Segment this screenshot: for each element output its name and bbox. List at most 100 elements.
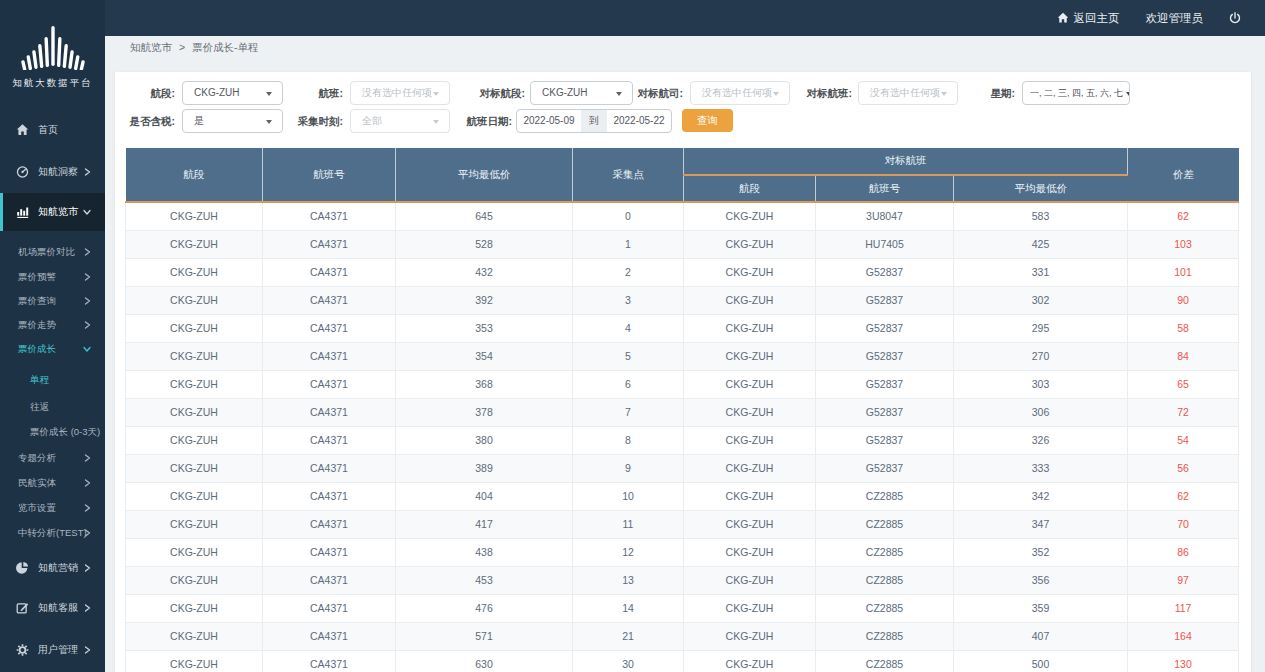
- query-button[interactable]: 查询: [682, 109, 733, 132]
- sidebar-item-price-growth[interactable]: 票价成长: [0, 337, 105, 361]
- sidebar-item-market-settings[interactable]: 览市设置: [0, 496, 105, 520]
- table-row: CKG-ZUHCA43716450CKG-ZUH3U804758362: [126, 202, 1239, 230]
- weekday-select[interactable]: 一, 二, 三, 四, 五, 六, 七: [1022, 81, 1130, 105]
- table-cell: 417: [396, 510, 573, 538]
- content-card: 航段: CKG-ZUH 航班: 没有选中任何项 对标航段: CKG-ZUH 对标…: [115, 72, 1251, 672]
- welcome-admin[interactable]: 欢迎管理员: [1146, 11, 1204, 26]
- sidebar-item-customer-service[interactable]: 知航客服: [0, 596, 105, 620]
- table-cell: CKG-ZUH: [684, 286, 816, 314]
- sidebar-item-marketing[interactable]: 知航营销: [0, 556, 105, 580]
- table-cell: CKG-ZUH: [126, 202, 263, 230]
- table-cell: 354: [396, 342, 573, 370]
- table-cell: 425: [954, 230, 1128, 258]
- table-cell: 5: [573, 342, 684, 370]
- caret-icon: [941, 92, 947, 96]
- table-cell: 4: [573, 314, 684, 342]
- chevron-right-icon: [83, 168, 91, 176]
- flight-select[interactable]: 没有选中任何项: [350, 81, 450, 105]
- table-cell: CKG-ZUH: [126, 650, 263, 672]
- table-cell: 378: [396, 398, 573, 426]
- table-cell: CA4371: [263, 258, 396, 286]
- sidebar-item-topic-analysis[interactable]: 专题分析: [0, 446, 105, 470]
- edit-icon: [16, 602, 29, 615]
- table-cell: 571: [396, 622, 573, 650]
- sidebar: 知航大数据平台 首页知航洞察知航览市机场票价对比票价预警票价查询票价走势票价成长…: [0, 0, 105, 672]
- sidebar-item-price-growth-0-3[interactable]: 票价成长 (0-3天): [0, 420, 105, 444]
- table-cell: 270: [954, 342, 1128, 370]
- segment-select[interactable]: CKG-ZUH: [182, 81, 283, 105]
- table-cell: CKG-ZUH: [126, 622, 263, 650]
- sidebar-item-label: 票价成长: [18, 343, 56, 356]
- return-home-link[interactable]: 返回主页: [1057, 11, 1120, 26]
- collect-time-label: 采集时刻:: [283, 109, 343, 133]
- date-from-input[interactable]: 2022-05-09: [517, 110, 581, 132]
- table-cell: 389: [396, 454, 573, 482]
- table-cell: CZ2885: [816, 510, 954, 538]
- chevron-right-icon: [83, 604, 91, 612]
- sidebar-item-round-trip[interactable]: 往返: [0, 395, 105, 419]
- segment-label: 航段:: [115, 81, 175, 105]
- table-cell: 630: [396, 650, 573, 672]
- chevron-down-icon: [83, 208, 91, 216]
- sidebar-item-label: 用户管理: [38, 643, 78, 657]
- bench-flight-select[interactable]: 没有选中任何项: [858, 81, 958, 105]
- caret-icon: [433, 92, 439, 96]
- table-cell: 0: [573, 202, 684, 230]
- chevron-right-icon: [83, 454, 91, 462]
- sidebar-item-price-trend[interactable]: 票价走势: [0, 313, 105, 337]
- table-cell: 3U8047: [816, 202, 954, 230]
- sidebar-item-user-management[interactable]: 用户管理: [0, 638, 105, 662]
- table-cell: CA4371: [263, 454, 396, 482]
- table-cell: 352: [954, 538, 1128, 566]
- table-cell: 21: [573, 622, 684, 650]
- table-cell: CKG-ZUH: [126, 538, 263, 566]
- table-cell: CKG-ZUH: [684, 202, 816, 230]
- flight-date-range[interactable]: 2022-05-09 到 2022-05-22: [516, 109, 672, 133]
- table-cell: CKG-ZUH: [684, 622, 816, 650]
- chevron-right-icon: [83, 248, 91, 256]
- tax-included-label: 是否含税:: [115, 109, 175, 133]
- sidebar-item-insight[interactable]: 知航洞察: [0, 160, 105, 184]
- power-icon: [1229, 12, 1241, 24]
- table-cell: 9: [573, 454, 684, 482]
- sidebar-item-price-alert[interactable]: 票价预警: [0, 265, 105, 289]
- breadcrumb-section[interactable]: 知航览市: [130, 41, 172, 53]
- logout-button[interactable]: [1229, 12, 1241, 24]
- table-cell: G52837: [816, 342, 954, 370]
- sidebar-item-one-way[interactable]: 单程: [0, 368, 105, 392]
- table-cell: CZ2885: [816, 650, 954, 672]
- table-cell: 62: [1128, 482, 1239, 510]
- sidebar-item-transfer-analysis-test[interactable]: 中转分析(TEST): [0, 521, 105, 545]
- table-cell: 8: [573, 426, 684, 454]
- sidebar-item-price-query[interactable]: 票价查询: [0, 289, 105, 313]
- sidebar-item-label: 票价预警: [18, 271, 56, 284]
- flight-date-label: 航班日期:: [442, 109, 512, 133]
- tax-included-select[interactable]: 是: [182, 109, 283, 133]
- chart-icon: [16, 206, 29, 219]
- collect-time-select[interactable]: 全部: [350, 109, 450, 133]
- topbar: 返回主页 欢迎管理员: [105, 0, 1265, 36]
- date-to-input[interactable]: 2022-05-22: [607, 110, 671, 132]
- table-cell: CKG-ZUH: [684, 230, 816, 258]
- table-cell: CA4371: [263, 594, 396, 622]
- sidebar-item-label: 票价走势: [18, 319, 56, 332]
- table-cell: 30: [573, 650, 684, 672]
- chevron-right-icon: [83, 273, 91, 281]
- table-cell: 528: [396, 230, 573, 258]
- table-cell: 432: [396, 258, 573, 286]
- sidebar-item-civil-aviation-entity[interactable]: 民航实体: [0, 471, 105, 495]
- sidebar-item-label: 机场票价对比: [18, 246, 75, 259]
- chevron-down-icon: [83, 345, 91, 353]
- table-cell: CKG-ZUH: [684, 482, 816, 510]
- table-cell: CA4371: [263, 202, 396, 230]
- table-cell: 347: [954, 510, 1128, 538]
- chevron-right-icon: [83, 529, 91, 537]
- table-cell: 86: [1128, 538, 1239, 566]
- col-bench-segment: 航段: [684, 175, 816, 202]
- sidebar-item-market[interactable]: 知航览市: [0, 193, 105, 231]
- table-row: CKG-ZUHCA43713899CKG-ZUHG5283733356: [126, 454, 1239, 482]
- sidebar-item-home[interactable]: 首页: [0, 118, 105, 142]
- sidebar-item-airport-price-compare[interactable]: 机场票价对比: [0, 240, 105, 264]
- sidebar-item-label: 民航实体: [18, 477, 56, 490]
- table-cell: CKG-ZUH: [126, 454, 263, 482]
